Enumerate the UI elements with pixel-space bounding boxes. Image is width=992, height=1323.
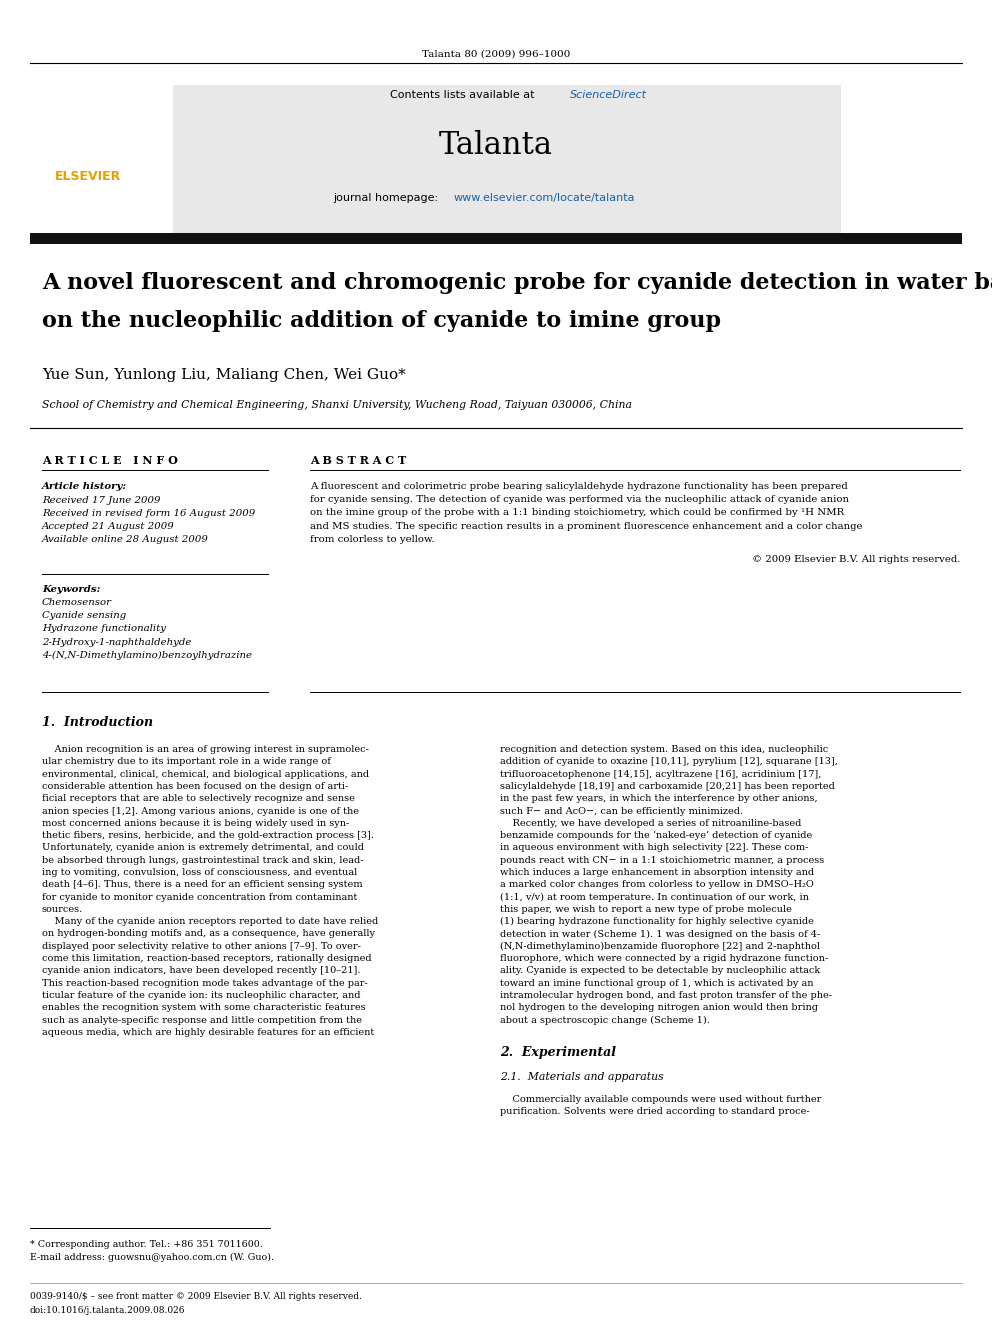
Text: (N,N-dimethylamino)benzamide fluorophore [22] and 2-naphthol: (N,N-dimethylamino)benzamide fluorophore… bbox=[500, 942, 820, 951]
Text: ScienceDirect: ScienceDirect bbox=[570, 90, 647, 101]
Text: (1:1, v/v) at room temperature. In continuation of our work, in: (1:1, v/v) at room temperature. In conti… bbox=[500, 893, 808, 902]
Text: E-mail address: guowsnu@yahoo.com.cn (W. Guo).: E-mail address: guowsnu@yahoo.com.cn (W.… bbox=[30, 1253, 274, 1262]
Text: addition of cyanide to oxazine [10,11], pyrylium [12], squarane [13],: addition of cyanide to oxazine [10,11], … bbox=[500, 757, 838, 766]
Text: Commercially available compounds were used without further: Commercially available compounds were us… bbox=[500, 1095, 821, 1103]
Text: 2.  Experimental: 2. Experimental bbox=[500, 1046, 616, 1058]
Text: Chemosensor: Chemosensor bbox=[42, 598, 112, 607]
Text: such as analyte-specific response and little competition from the: such as analyte-specific response and li… bbox=[42, 1016, 362, 1024]
Text: aqueous media, which are highly desirable features for an efficient: aqueous media, which are highly desirabl… bbox=[42, 1028, 374, 1037]
Text: 2-Hydroxy-1-naphthaldehyde: 2-Hydroxy-1-naphthaldehyde bbox=[42, 638, 191, 647]
Text: Article history:: Article history: bbox=[42, 482, 127, 491]
Text: www.elsevier.com/locate/talanta: www.elsevier.com/locate/talanta bbox=[454, 193, 636, 202]
FancyBboxPatch shape bbox=[30, 233, 962, 243]
Text: ing to vomiting, convulsion, loss of consciousness, and eventual: ing to vomiting, convulsion, loss of con… bbox=[42, 868, 357, 877]
Text: which induces a large enhancement in absorption intensity and: which induces a large enhancement in abs… bbox=[500, 868, 814, 877]
Text: Recently, we have developed a series of nitroaniline-based: Recently, we have developed a series of … bbox=[500, 819, 802, 828]
Text: 1.  Introduction: 1. Introduction bbox=[42, 716, 153, 729]
Text: from colorless to yellow.: from colorless to yellow. bbox=[310, 534, 434, 544]
Text: be absorbed through lungs, gastrointestinal track and skin, lead-: be absorbed through lungs, gastrointesti… bbox=[42, 856, 363, 865]
Text: Cyanide sensing: Cyanide sensing bbox=[42, 611, 126, 620]
Text: and MS studies. The specific reaction results in a prominent fluorescence enhanc: and MS studies. The specific reaction re… bbox=[310, 521, 862, 531]
Text: on the nucleophilic addition of cyanide to imine group: on the nucleophilic addition of cyanide … bbox=[42, 310, 721, 332]
Text: Unfortunately, cyanide anion is extremely detrimental, and could: Unfortunately, cyanide anion is extremel… bbox=[42, 843, 364, 852]
Text: ticular feature of the cyanide ion: its nucleophilic character, and: ticular feature of the cyanide ion: its … bbox=[42, 991, 360, 1000]
Text: doi:10.1016/j.talanta.2009.08.026: doi:10.1016/j.talanta.2009.08.026 bbox=[30, 1306, 186, 1315]
Text: School of Chemistry and Chemical Engineering, Shanxi University, Wucheng Road, T: School of Chemistry and Chemical Enginee… bbox=[42, 400, 632, 410]
FancyBboxPatch shape bbox=[173, 85, 841, 233]
Text: a marked color changes from colorless to yellow in DMSO–H₂O: a marked color changes from colorless to… bbox=[500, 880, 813, 889]
Text: salicylaldehyde [18,19] and carboxamide [20,21] has been reported: salicylaldehyde [18,19] and carboxamide … bbox=[500, 782, 835, 791]
Text: such F− and AcO−, can be efficiently minimized.: such F− and AcO−, can be efficiently min… bbox=[500, 807, 743, 815]
Text: for cyanide to monitor cyanide concentration from contaminant: for cyanide to monitor cyanide concentra… bbox=[42, 893, 357, 901]
Text: on hydrogen-bonding motifs and, as a consequence, have generally: on hydrogen-bonding motifs and, as a con… bbox=[42, 930, 375, 938]
Text: fluorophore, which were connected by a rigid hydrazone function-: fluorophore, which were connected by a r… bbox=[500, 954, 828, 963]
Text: ality. Cyanide is expected to be detectable by nucleophilic attack: ality. Cyanide is expected to be detecta… bbox=[500, 966, 820, 975]
Text: thetic fibers, resins, herbicide, and the gold-extraction process [3].: thetic fibers, resins, herbicide, and th… bbox=[42, 831, 374, 840]
Text: considerable attention has been focused on the design of arti-: considerable attention has been focused … bbox=[42, 782, 348, 791]
Text: 4-(N,N-Dimethylamino)benzoylhydrazine: 4-(N,N-Dimethylamino)benzoylhydrazine bbox=[42, 651, 252, 660]
Text: in aqueous environment with high selectivity [22]. These com-: in aqueous environment with high selecti… bbox=[500, 843, 808, 852]
Text: anion species [1,2]. Among various anions, cyanide is one of the: anion species [1,2]. Among various anion… bbox=[42, 807, 359, 815]
Text: recognition and detection system. Based on this idea, nucleophilic: recognition and detection system. Based … bbox=[500, 745, 828, 754]
Text: Talanta 80 (2009) 996–1000: Talanta 80 (2009) 996–1000 bbox=[422, 50, 570, 60]
Text: Accepted 21 August 2009: Accepted 21 August 2009 bbox=[42, 523, 175, 531]
Text: Received in revised form 16 August 2009: Received in revised form 16 August 2009 bbox=[42, 509, 255, 519]
Text: (1) bearing hydrazone functionality for highly selective cyanide: (1) bearing hydrazone functionality for … bbox=[500, 917, 813, 926]
Text: Keywords:: Keywords: bbox=[42, 585, 100, 594]
Text: intramolecular hydrogen bond, and fast proton transfer of the phe-: intramolecular hydrogen bond, and fast p… bbox=[500, 991, 832, 1000]
Text: A B S T R A C T: A B S T R A C T bbox=[310, 455, 407, 466]
Text: journal homepage:: journal homepage: bbox=[333, 193, 441, 202]
Text: most concerned anions because it is being widely used in syn-: most concerned anions because it is bein… bbox=[42, 819, 349, 828]
Text: pounds react with CN− in a 1:1 stoichiometric manner, a process: pounds react with CN− in a 1:1 stoichiom… bbox=[500, 856, 824, 865]
Text: Contents lists available at: Contents lists available at bbox=[390, 90, 538, 101]
Text: ELSEVIER: ELSEVIER bbox=[55, 169, 121, 183]
Text: toward an imine functional group of 1, which is activated by an: toward an imine functional group of 1, w… bbox=[500, 979, 813, 988]
Text: Received 17 June 2009: Received 17 June 2009 bbox=[42, 496, 161, 505]
Text: 2.1.  Materials and apparatus: 2.1. Materials and apparatus bbox=[500, 1072, 664, 1082]
Text: about a spectroscopic change (Scheme 1).: about a spectroscopic change (Scheme 1). bbox=[500, 1016, 710, 1025]
Text: A novel fluorescent and chromogenic probe for cyanide detection in water based: A novel fluorescent and chromogenic prob… bbox=[42, 273, 992, 294]
Text: Yue Sun, Yunlong Liu, Maliang Chen, Wei Guo*: Yue Sun, Yunlong Liu, Maliang Chen, Wei … bbox=[42, 368, 406, 382]
Text: environmental, clinical, chemical, and biological applications, and: environmental, clinical, chemical, and b… bbox=[42, 770, 369, 779]
Text: Hydrazone functionality: Hydrazone functionality bbox=[42, 624, 166, 634]
Text: for cyanide sensing. The detection of cyanide was performed via the nucleophilic: for cyanide sensing. The detection of cy… bbox=[310, 495, 849, 504]
Text: This reaction-based recognition mode takes advantage of the par-: This reaction-based recognition mode tak… bbox=[42, 979, 368, 988]
Text: Talanta: Talanta bbox=[439, 130, 553, 161]
Text: * Corresponding author. Tel.: +86 351 7011600.: * Corresponding author. Tel.: +86 351 70… bbox=[30, 1240, 263, 1249]
Text: nol hydrogen to the developing nitrogen anion would then bring: nol hydrogen to the developing nitrogen … bbox=[500, 1003, 818, 1012]
Text: benzamide compounds for the ‘naked-eye’ detection of cyanide: benzamide compounds for the ‘naked-eye’ … bbox=[500, 831, 812, 840]
Text: 0039-9140/$ – see front matter © 2009 Elsevier B.V. All rights reserved.: 0039-9140/$ – see front matter © 2009 El… bbox=[30, 1293, 362, 1301]
Text: Available online 28 August 2009: Available online 28 August 2009 bbox=[42, 534, 209, 544]
Text: death [4–6]. Thus, there is a need for an efficient sensing system: death [4–6]. Thus, there is a need for a… bbox=[42, 880, 363, 889]
Text: A R T I C L E   I N F O: A R T I C L E I N F O bbox=[42, 455, 178, 466]
Text: ficial receptors that are able to selectively recognize and sense: ficial receptors that are able to select… bbox=[42, 794, 355, 803]
Text: purification. Solvents were dried according to standard proce-: purification. Solvents were dried accord… bbox=[500, 1107, 809, 1117]
Text: enables the recognition system with some characteristic features: enables the recognition system with some… bbox=[42, 1003, 366, 1012]
Text: Anion recognition is an area of growing interest in supramolec-: Anion recognition is an area of growing … bbox=[42, 745, 369, 754]
Text: detection in water (Scheme 1). 1 was designed on the basis of 4-: detection in water (Scheme 1). 1 was des… bbox=[500, 930, 820, 938]
Text: on the imine group of the probe with a 1:1 binding stoichiometry, which could be: on the imine group of the probe with a 1… bbox=[310, 508, 844, 517]
Text: A fluorescent and colorimetric probe bearing salicylaldehyde hydrazone functiona: A fluorescent and colorimetric probe bea… bbox=[310, 482, 848, 491]
Text: Many of the cyanide anion receptors reported to date have relied: Many of the cyanide anion receptors repo… bbox=[42, 917, 378, 926]
Text: © 2009 Elsevier B.V. All rights reserved.: © 2009 Elsevier B.V. All rights reserved… bbox=[752, 556, 960, 564]
Text: come this limitation, reaction-based receptors, rationally designed: come this limitation, reaction-based rec… bbox=[42, 954, 372, 963]
Text: trifluoroacetophenone [14,15], acyltrazene [16], acridinium [17],: trifluoroacetophenone [14,15], acyltraze… bbox=[500, 770, 821, 779]
Text: in the past few years, in which the interference by other anions,: in the past few years, in which the inte… bbox=[500, 794, 817, 803]
Text: sources.: sources. bbox=[42, 905, 83, 914]
Text: ular chemistry due to its important role in a wide range of: ular chemistry due to its important role… bbox=[42, 757, 331, 766]
Text: displayed poor selectivity relative to other anions [7–9]. To over-: displayed poor selectivity relative to o… bbox=[42, 942, 361, 951]
Text: this paper, we wish to report a new type of probe molecule: this paper, we wish to report a new type… bbox=[500, 905, 792, 914]
Text: cyanide anion indicators, have been developed recently [10–21].: cyanide anion indicators, have been deve… bbox=[42, 966, 360, 975]
